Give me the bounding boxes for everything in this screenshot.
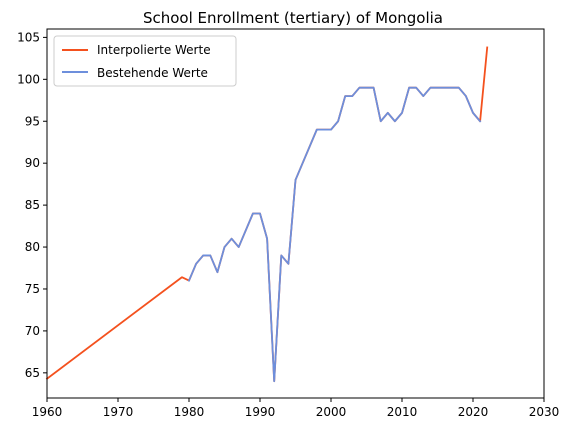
x-tick-label: 1970 bbox=[103, 405, 134, 419]
y-axis: 65 70 75 80 85 90 95 100 105 bbox=[17, 30, 47, 380]
y-tick-label: 70 bbox=[25, 324, 40, 338]
x-tick-label: 2010 bbox=[387, 405, 418, 419]
plot-lines bbox=[45, 46, 489, 383]
y-tick-label: 75 bbox=[25, 282, 40, 296]
y-tick-label: 80 bbox=[25, 240, 40, 254]
legend: Interpolierte Werte Bestehende Werte bbox=[53, 35, 237, 87]
y-tick-label: 90 bbox=[25, 156, 40, 170]
plot-frame bbox=[46, 28, 545, 399]
x-tick-label: 1980 bbox=[174, 405, 205, 419]
y-tick-label: 65 bbox=[25, 366, 40, 380]
legend-box bbox=[53, 35, 237, 87]
y-tick-label: 85 bbox=[25, 198, 40, 212]
x-tick-label: 1990 bbox=[245, 405, 276, 419]
y-tick-label: 105 bbox=[17, 30, 40, 44]
x-tick-label: 1960 bbox=[32, 405, 63, 419]
x-tick-label: 2030 bbox=[529, 405, 560, 419]
chart-title: School Enrollment (tertiary) of Mongolia bbox=[143, 9, 443, 27]
series-line-existing bbox=[187, 86, 482, 383]
x-axis: 1960 1970 1980 1990 2000 2010 2020 2030 bbox=[32, 398, 560, 419]
x-tick-label: 2020 bbox=[458, 405, 489, 419]
y-tick-label: 95 bbox=[25, 114, 40, 128]
x-tick-label: 2000 bbox=[316, 405, 347, 419]
legend-label-interpolated: Interpolierte Werte bbox=[97, 43, 211, 57]
legend-label-existing: Bestehende Werte bbox=[97, 66, 208, 80]
y-tick-label: 100 bbox=[17, 72, 40, 86]
